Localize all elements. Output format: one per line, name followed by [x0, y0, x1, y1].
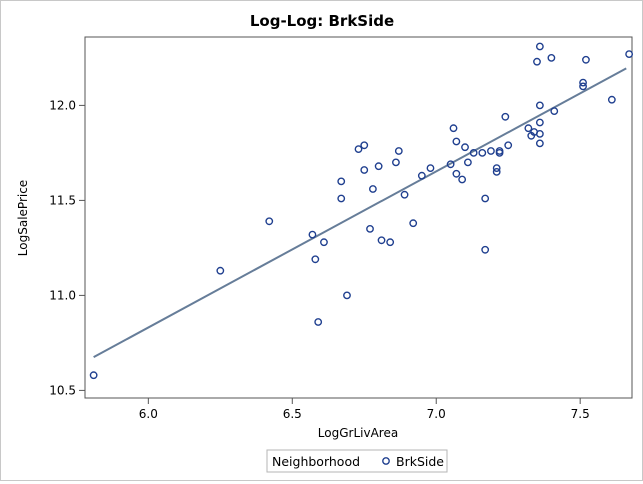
data-point — [582, 55, 590, 64]
data-point — [216, 266, 225, 275]
data-point — [533, 57, 541, 66]
legend-title: Neighborhood — [272, 454, 360, 469]
data-point — [458, 175, 467, 184]
data-point — [461, 143, 469, 152]
data-point — [504, 141, 513, 150]
data-point — [535, 118, 544, 127]
data-point — [501, 112, 510, 121]
data-point — [320, 238, 328, 247]
x-axis-label: LogGrLivArea — [318, 426, 398, 440]
chart-title: Log-Log: BrkSide — [250, 12, 394, 30]
data-point — [374, 162, 383, 171]
legend-entry-brkside: BrkSide — [396, 454, 444, 469]
data-point — [469, 148, 478, 157]
y-axis: 10.5 11.0 11.5 12.0 — [49, 98, 85, 397]
data-point — [386, 238, 395, 247]
plot-area — [84, 36, 633, 399]
data-point — [377, 236, 386, 245]
data-point — [394, 147, 403, 155]
data-point — [550, 107, 559, 116]
legend-marker — [382, 457, 390, 465]
x-tick-label: 6.5 — [283, 407, 302, 421]
data-point — [492, 164, 501, 173]
data-point — [481, 194, 490, 203]
data-point — [354, 145, 363, 154]
data-point — [366, 224, 374, 233]
data-point — [360, 141, 369, 150]
data-point — [463, 158, 472, 167]
data-point — [492, 167, 501, 176]
legend-box — [266, 449, 448, 473]
data-point — [392, 158, 400, 167]
x-tick-label: 7.0 — [427, 407, 446, 421]
data-point — [535, 101, 544, 110]
data-point — [449, 124, 458, 133]
x-axis: 6.0 6.5 7.0 7.5 — [139, 398, 590, 421]
y-tick-label: 11.0 — [49, 288, 76, 302]
y-axis-label: LogSalePrice — [16, 180, 30, 256]
data-point — [495, 148, 504, 157]
data-point — [337, 194, 346, 203]
data-point — [311, 255, 320, 264]
y-tick-label: 11.5 — [49, 193, 76, 207]
data-point — [579, 82, 587, 91]
data-point — [607, 95, 616, 104]
y-tick-label: 10.5 — [49, 383, 76, 397]
data-point — [535, 139, 544, 148]
data-point — [535, 129, 544, 138]
data-point — [452, 169, 461, 178]
data-point — [452, 137, 461, 146]
data-point — [478, 148, 487, 157]
fit-line-layer — [93, 67, 627, 359]
data-point — [308, 230, 317, 239]
data-point — [400, 190, 409, 199]
data-point — [524, 124, 533, 133]
data-point — [89, 371, 98, 380]
data-point — [625, 50, 634, 58]
data-point — [535, 42, 544, 51]
x-tick-label: 6.0 — [139, 407, 158, 421]
data-points-layer — [89, 42, 634, 380]
legend: Neighborhood BrkSide — [266, 449, 448, 473]
data-point — [265, 217, 274, 226]
data-point — [579, 78, 587, 87]
data-point — [343, 291, 351, 300]
data-point — [547, 54, 556, 62]
data-point — [360, 166, 369, 174]
data-point — [481, 245, 490, 254]
data-point — [368, 185, 377, 193]
y-tick-label: 12.0 — [49, 98, 76, 112]
data-point — [314, 318, 323, 326]
data-point — [426, 164, 435, 173]
data-point — [417, 171, 426, 180]
data-point — [337, 177, 346, 186]
data-point — [446, 160, 455, 169]
x-tick-label: 7.5 — [571, 407, 590, 421]
regression-line — [93, 67, 627, 359]
data-point — [409, 219, 418, 228]
data-point — [487, 147, 495, 155]
